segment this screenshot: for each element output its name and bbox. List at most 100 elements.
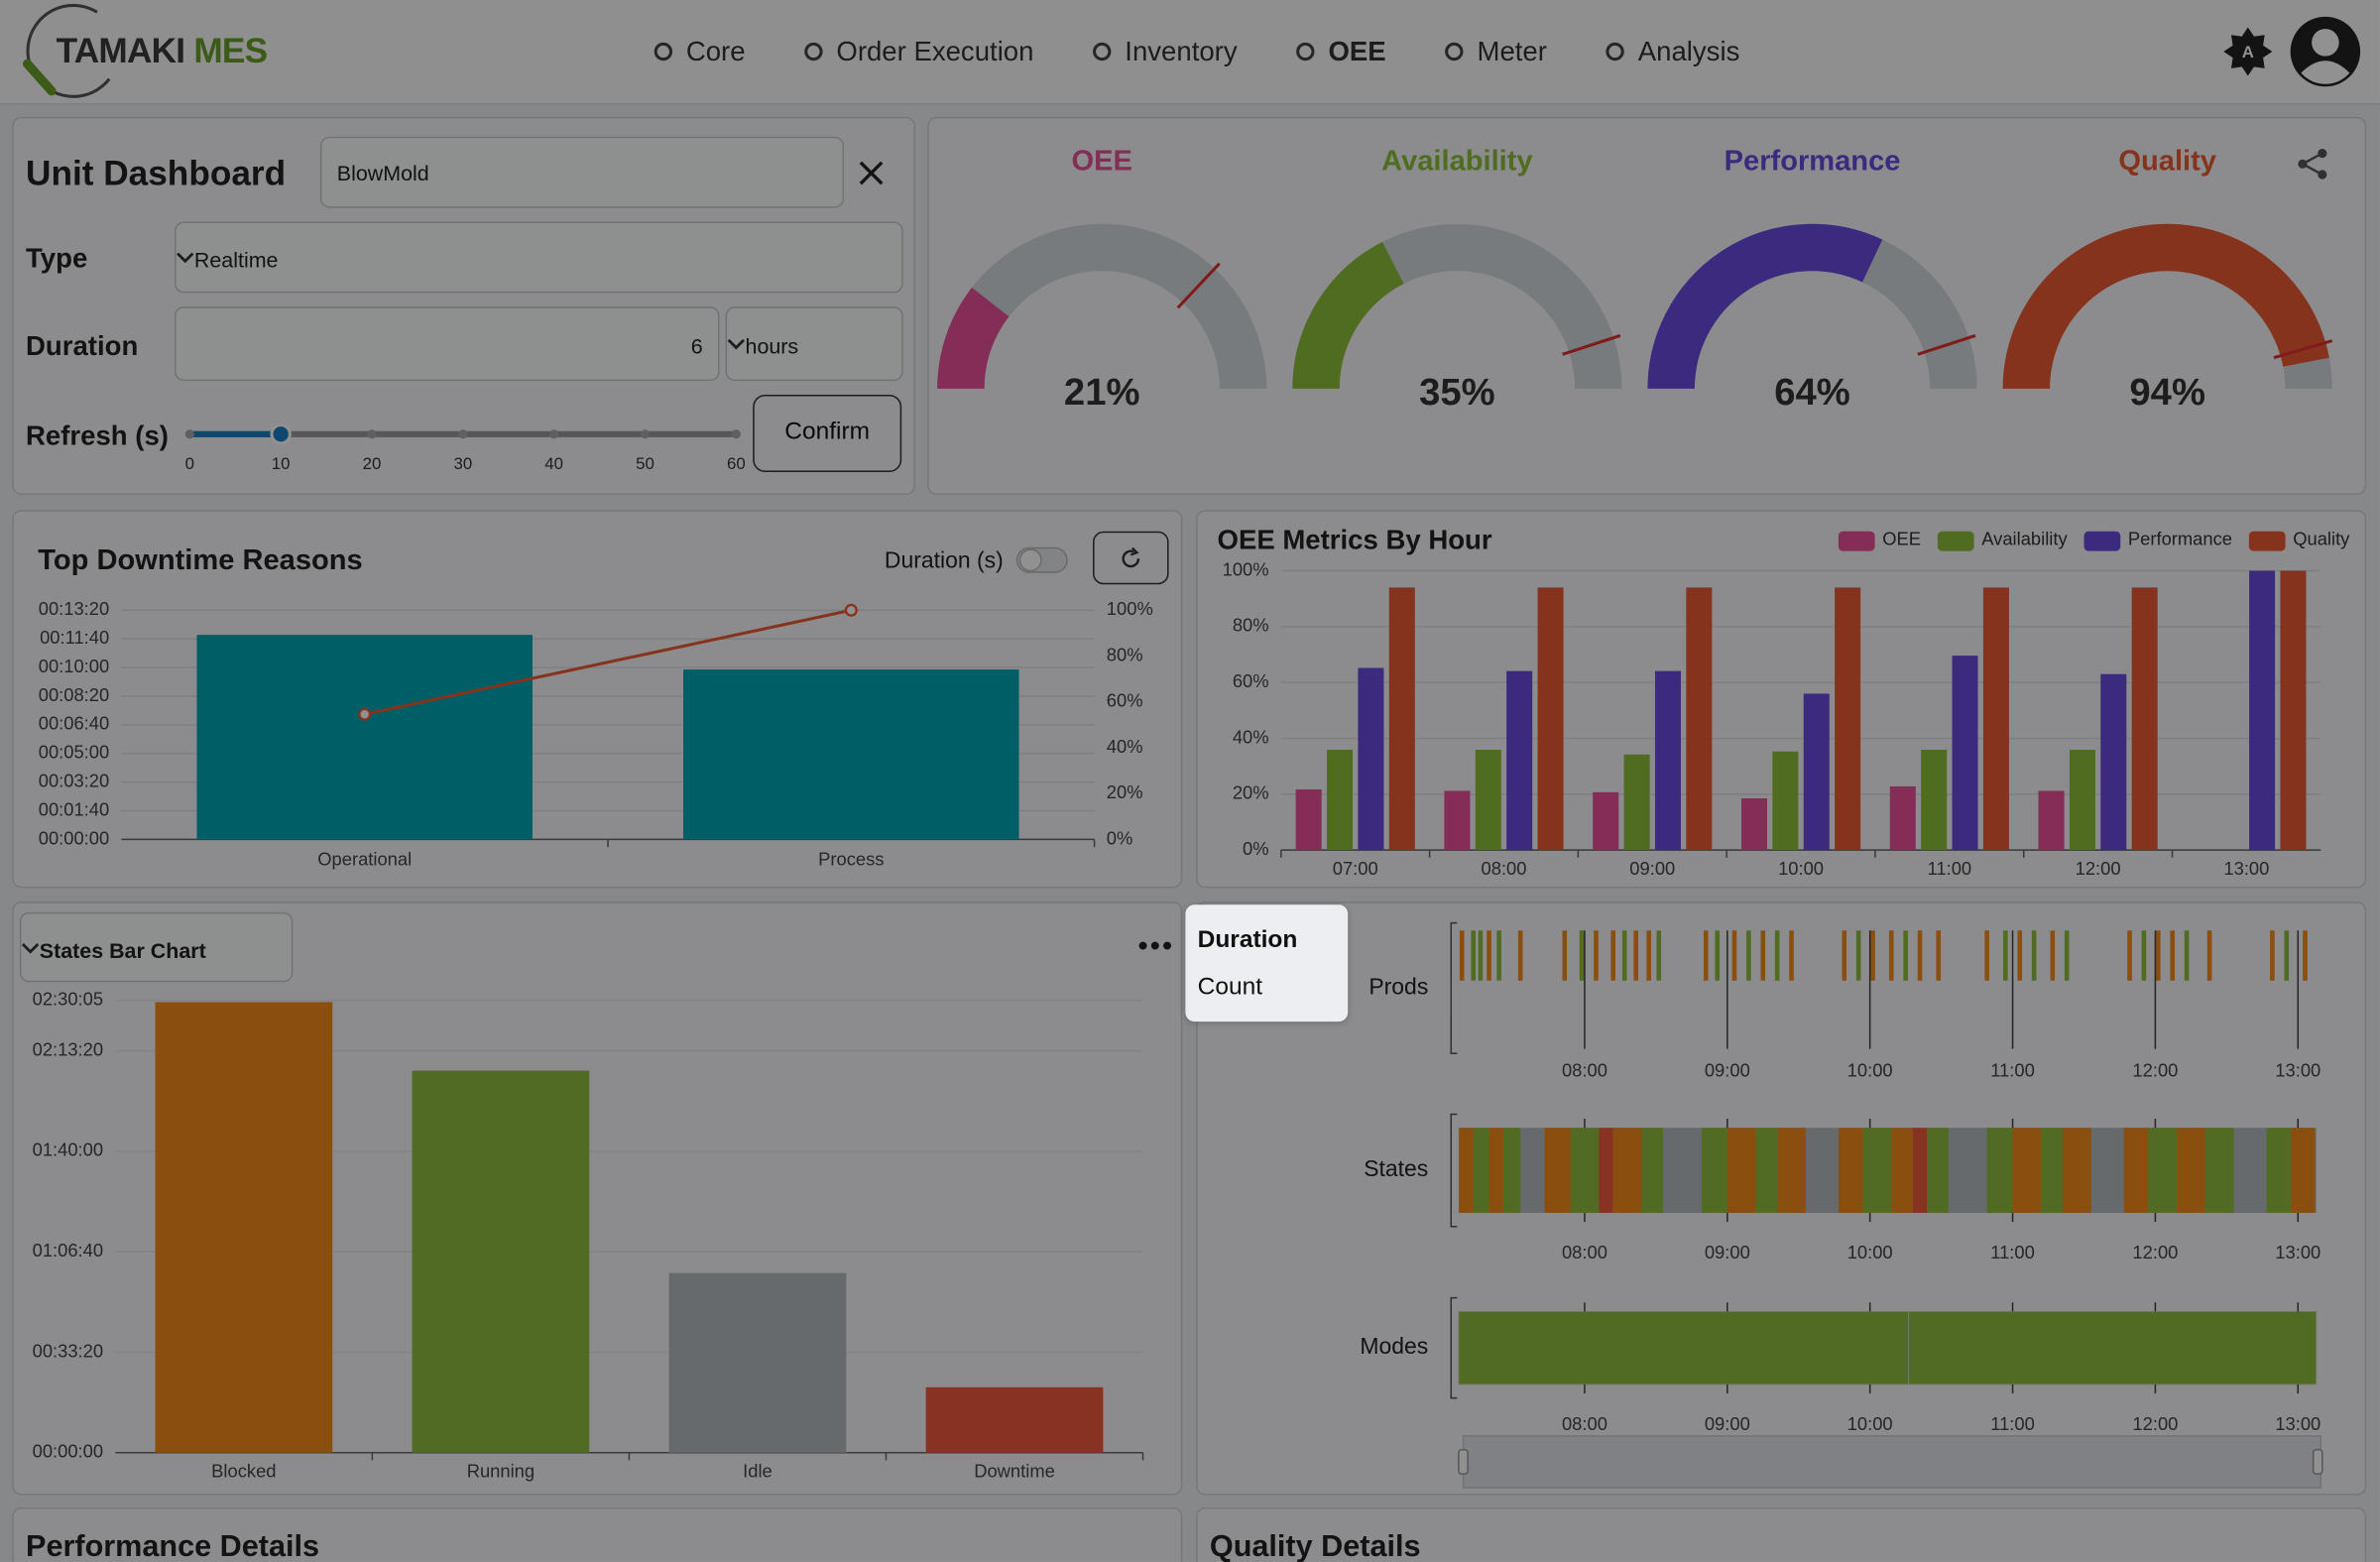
x-tick-label: 10:00 [1847, 1059, 1893, 1080]
close-button[interactable] [856, 158, 887, 188]
gauge-value [2002, 223, 2329, 390]
prod-event [1594, 930, 1599, 981]
icon-shape [804, 42, 823, 61]
bar [1506, 670, 1533, 851]
gauges-panel: OEE 21% Availability 35% Performance 64% Quali… [927, 116, 2367, 495]
slider-tick-label: 10 [272, 454, 291, 473]
confirm-button[interactable]: Confirm [753, 394, 902, 473]
nav-icon [654, 42, 673, 61]
timeline-panel: Prods 08:00 09:00 10:00 11:00 12:00 13:00 State… [1196, 901, 2367, 1496]
slider-tick [549, 429, 559, 439]
nav-item[interactable]: Order Execution [803, 36, 1033, 67]
bar [925, 1386, 1104, 1453]
more-button[interactable] [1136, 936, 1173, 954]
legend-swatch [2248, 531, 2286, 551]
nav-item[interactable]: Meter [1444, 36, 1547, 67]
row-axis [1450, 1113, 1458, 1228]
nav-icon [1296, 42, 1315, 61]
unit-select[interactable]: hours [725, 306, 903, 382]
prod-event [1746, 930, 1751, 981]
x-tick-label: 12:00 [2132, 1242, 2178, 1262]
refresh-button[interactable] [1093, 531, 1169, 585]
bar [1772, 751, 1799, 851]
nav-label: Inventory [1125, 35, 1238, 66]
prod-event [2127, 930, 2132, 981]
icon-shape [654, 42, 673, 61]
duration-input[interactable]: 6 [175, 306, 720, 382]
nav-item[interactable]: Core [653, 36, 746, 67]
navbar: TAMAKI MES Core Order Execution Inventory O… [0, 0, 2380, 105]
nav-item[interactable]: Analysis [1605, 36, 1739, 67]
avatar[interactable] [2289, 15, 2361, 87]
mode-segment [1458, 1310, 1909, 1385]
slider[interactable]: 0 10 20 30 40 50 60 [14, 118, 915, 495]
slider-tick [184, 429, 194, 439]
zoom-slider[interactable] [1462, 1435, 2322, 1489]
y-tick-label: 01:06:40 [33, 1240, 103, 1261]
prod-event [1984, 930, 1989, 981]
prod-event [1471, 930, 1477, 981]
oee-chart: OEE Metrics By Hour 0% 20% 40% 60% 80% 100% 07:… [1218, 525, 2351, 879]
legend-swatch [1937, 531, 1974, 551]
oee-panel: OEE Metrics By Hour 0% 20% 40% 60% 80% 100% 07:… [1196, 510, 2367, 889]
prod-event [2031, 930, 2037, 981]
bar [2249, 570, 2276, 851]
pareto-point [844, 603, 858, 617]
icon-shape [1606, 42, 1624, 61]
unit-input[interactable]: BlowMold [319, 136, 845, 208]
bar [1686, 587, 1713, 851]
prod-event [1562, 930, 1568, 981]
bar [155, 1002, 333, 1453]
states-chart: 00:00:00 00:33:20 01:06:40 01:40:00 02:13:20… [33, 989, 1144, 1482]
y-tick-label: 00:06:40 [39, 713, 109, 734]
state-segment [2291, 1128, 2316, 1213]
x-tick-label: Process [818, 849, 884, 870]
gauge-value [1647, 223, 1883, 390]
y2-tick-label: 60% [1107, 690, 1143, 711]
nav-item[interactable]: OEE [1295, 36, 1386, 67]
bar [1593, 791, 1619, 851]
gauge-title: OEE [1072, 145, 1132, 177]
logo-icon [22, 4, 111, 98]
nav-item[interactable]: Inventory [1092, 36, 1238, 67]
nav-icon [1606, 42, 1624, 61]
legend-swatch [2083, 531, 2121, 551]
y2-tick-label: 0% [1107, 827, 1133, 848]
legend-label: Availability [1981, 529, 2068, 549]
type-select[interactable]: Realtime [175, 221, 903, 294]
gauge-value-label: 94% [2129, 371, 2205, 414]
x-tick-label: 13:00 [2275, 1242, 2320, 1262]
gauge-value [1292, 241, 1405, 390]
timeline-chart: Prods 08:00 09:00 10:00 11:00 12:00 13:00 State… [1360, 921, 2323, 1489]
select-value: hours [745, 333, 799, 359]
prod-event [2170, 930, 2175, 981]
menu-item[interactable]: Duration [1197, 927, 1298, 954]
theme-toggle[interactable]: A [2220, 24, 2275, 78]
bar [1835, 587, 1861, 851]
y-tick-label: 40% [1233, 726, 1269, 747]
toggle[interactable] [1015, 544, 1070, 575]
icon-shape [1296, 42, 1315, 61]
prod-event [1842, 930, 1847, 981]
chart-select[interactable]: States Bar Chart [19, 911, 294, 983]
prod-event [1517, 930, 1523, 981]
prod-event [1731, 930, 1737, 981]
share-button[interactable] [2295, 146, 2331, 182]
x-tick-label: 11:00 [1990, 1242, 2035, 1262]
slider-tick [640, 429, 651, 439]
bar [1537, 587, 1564, 851]
row-axis [1450, 921, 1458, 1055]
gauge-target [1176, 262, 1221, 309]
y-tick-label: 00:00:00 [39, 827, 109, 848]
x-tick-label: 08:00 [1562, 1059, 1607, 1080]
state-segment [2041, 1128, 2063, 1213]
y2-tick-label: 40% [1107, 736, 1143, 757]
prod-event [1478, 930, 1484, 981]
menu-item[interactable]: Count [1197, 974, 1263, 1001]
y-tick-label: 20% [1233, 782, 1269, 803]
logo[interactable]: TAMAKI MES [57, 31, 268, 71]
prod-event [1774, 930, 1780, 981]
logo-text: MES [193, 30, 268, 70]
